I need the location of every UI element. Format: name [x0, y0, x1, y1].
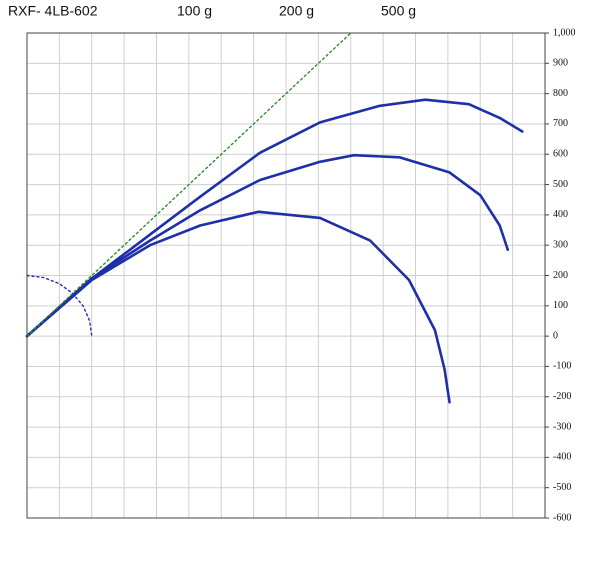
y-tick-label: 800 — [553, 88, 568, 99]
y-tick-label: -200 — [553, 391, 571, 402]
y-tick-label: -100 — [553, 361, 571, 372]
y-tick-label: -400 — [553, 452, 571, 463]
y-tick-label: -600 — [553, 512, 571, 523]
y-tick-label: 100 — [553, 300, 568, 311]
y-tick-label: 600 — [553, 149, 568, 160]
y-tick-label: 200 — [553, 270, 568, 281]
plot-lines — [25, 32, 524, 404]
chart-title: RXF- 4LB-602 — [8, 3, 98, 19]
dotted-line — [26, 32, 352, 337]
series-line — [25, 98, 524, 338]
series-line — [25, 210, 451, 404]
legend-label: 500 g — [381, 3, 416, 19]
legend-label: 200 g — [279, 3, 314, 19]
y-tick-label: 900 — [553, 58, 568, 69]
y-tick-label: -500 — [553, 482, 571, 493]
y-tick-label: 1,000 — [553, 27, 576, 38]
dotted-line — [26, 274, 93, 337]
y-tick-label: -300 — [553, 421, 571, 432]
legend-label: 100 g — [177, 3, 212, 19]
y-tick-label: 700 — [553, 118, 568, 129]
y-tick-label: 400 — [553, 209, 568, 220]
y-tick-label: 500 — [553, 179, 568, 190]
y-tick-label: 0 — [553, 330, 558, 341]
series-line — [25, 153, 510, 338]
y-tick-label: 300 — [553, 239, 568, 250]
